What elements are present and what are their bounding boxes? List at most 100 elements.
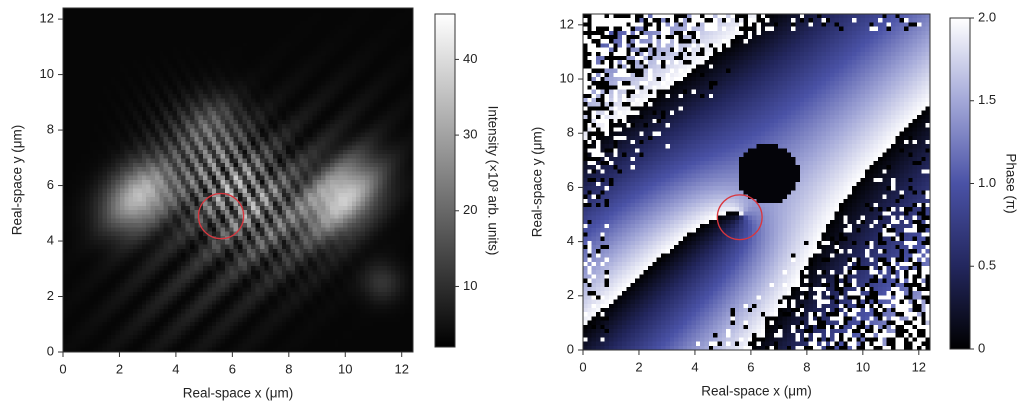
cell [185,291,191,297]
cell [168,201,173,207]
cell [181,132,187,138]
cell [242,240,248,246]
cell [181,38,187,43]
cell [154,59,160,65]
cell [299,270,305,276]
cell [211,296,217,301]
cell [76,244,82,250]
cell [255,214,261,220]
cell [111,210,117,215]
cell [220,240,226,246]
cell [80,339,86,344]
cell [290,321,296,327]
cell [163,339,169,344]
cell [154,81,160,86]
cell [89,29,95,35]
cell [137,343,143,349]
cell [224,124,230,129]
cell [264,278,270,284]
cell [325,81,331,86]
cell [334,16,340,22]
cell [224,89,230,95]
cell [268,85,274,91]
cell [181,192,187,198]
cell [137,16,143,22]
cell [238,68,243,74]
cell [150,287,156,293]
cell [172,12,178,18]
cell [154,137,160,142]
cell [154,274,160,280]
cell [84,98,90,104]
cell [71,51,77,56]
cell [264,42,270,48]
cell [98,188,103,194]
cell [93,300,99,306]
cell [71,201,77,207]
cell [316,72,322,78]
cell [229,63,235,69]
cell [93,197,99,203]
cell [93,180,99,185]
cell [211,339,217,344]
cell [67,231,73,237]
cell [198,115,204,121]
cell [224,46,230,52]
cell [224,343,230,349]
cell [172,188,178,194]
cell [194,205,200,211]
cell [290,29,296,35]
cell [242,132,248,138]
cell [303,175,309,181]
cell [303,68,309,74]
cell [80,347,86,353]
cell [277,171,283,177]
cell [150,167,156,172]
cell [308,162,313,168]
cell [84,313,90,319]
cell [124,218,130,224]
cell [80,42,86,48]
cell [181,218,187,224]
cell [150,141,156,147]
cell [194,149,200,155]
cell [89,16,95,22]
cell [229,25,235,31]
cell [93,16,99,22]
cell [63,167,68,172]
cell [198,51,204,56]
cell [71,76,77,82]
cell [290,106,296,112]
cell [294,343,300,349]
cell [277,55,283,61]
cell [308,313,313,319]
cell [246,89,252,95]
cell [102,287,108,293]
cell [242,253,248,258]
cell [255,162,261,168]
cell [329,51,335,56]
cell [181,29,187,35]
cell [76,85,82,91]
cell [159,89,165,95]
cell [321,25,327,31]
cell [299,175,305,181]
cell [242,59,248,65]
cell [259,274,265,280]
cell [229,223,235,228]
cell [115,300,121,306]
cell [106,175,112,181]
cell [128,137,134,142]
cell [137,85,143,91]
cell [268,137,274,142]
cell [255,274,261,280]
cell [159,257,165,263]
cell [264,274,270,280]
cell [176,115,182,121]
cell [185,188,191,194]
cell [185,334,191,340]
cell [89,51,95,56]
cell [111,55,117,61]
cell [119,257,125,263]
cell [264,300,270,306]
